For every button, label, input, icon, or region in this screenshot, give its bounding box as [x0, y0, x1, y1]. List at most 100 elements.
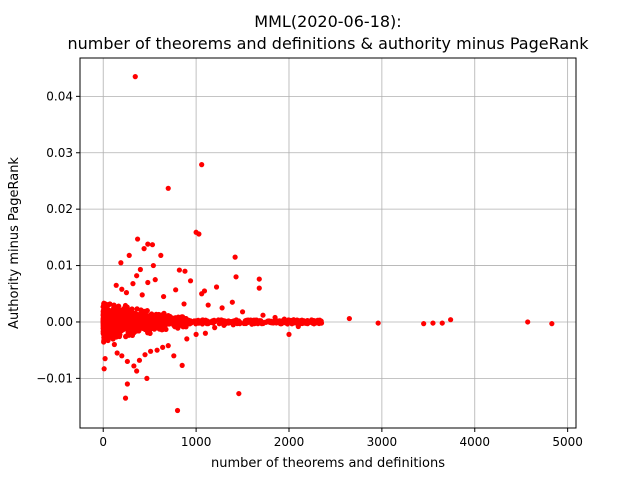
- data-points: [100, 74, 555, 414]
- scatter-point: [200, 317, 206, 323]
- scatter-point: [205, 302, 211, 308]
- plot-frame: [79, 57, 577, 429]
- scatter-point: [176, 267, 182, 273]
- scatter-point: [421, 321, 427, 327]
- scatter-point: [286, 317, 291, 323]
- scatter-point: [286, 331, 292, 337]
- scatter-point: [243, 318, 249, 324]
- x-tick-label: 0: [99, 435, 107, 449]
- scatter-point: [200, 321, 205, 327]
- scatter-point: [173, 287, 179, 293]
- scatter-point: [259, 321, 265, 327]
- scatter-point: [127, 315, 133, 321]
- x-tick-label: 3000: [367, 435, 398, 449]
- scatter-point: [165, 185, 171, 191]
- x-tick-label: 1000: [181, 435, 212, 449]
- scatter-point: [101, 304, 107, 310]
- scatter-point: [116, 327, 122, 334]
- scatter-point: [229, 299, 235, 305]
- scatter-point: [256, 276, 262, 282]
- scatter-point: [232, 254, 238, 260]
- scatter-point: [132, 318, 138, 324]
- scatter-point: [118, 260, 124, 266]
- scatter-point: [525, 319, 531, 325]
- scatter-point: [119, 353, 125, 359]
- scatter-point: [145, 241, 151, 247]
- scatter-point: [233, 317, 239, 323]
- scatter-point: [295, 323, 301, 330]
- scatter-point: [130, 281, 136, 287]
- scatter-point: [139, 292, 145, 298]
- scatter-point: [101, 331, 107, 338]
- scatter-point: [448, 317, 454, 323]
- scatter-point: [549, 321, 555, 327]
- scatter-point: [236, 390, 242, 397]
- y-tick-label: 0.01: [46, 259, 73, 273]
- scatter-point: [123, 290, 130, 296]
- scatter-point: [180, 320, 186, 326]
- scatter-point: [210, 319, 216, 325]
- scatter-point: [127, 326, 133, 332]
- scatter-point: [181, 301, 187, 307]
- scatter-point: [102, 356, 108, 362]
- x-axis-label: number of theorems and definitions: [211, 456, 445, 471]
- scatter-point: [112, 312, 118, 318]
- scatter-point: [184, 336, 190, 342]
- scatter-point: [124, 358, 130, 365]
- scatter-point: [126, 252, 132, 259]
- scatter-point: [439, 320, 445, 326]
- scatter-point: [318, 320, 325, 326]
- scatter-point: [101, 366, 107, 372]
- scatter-point: [346, 315, 352, 322]
- scatter-point: [113, 282, 119, 288]
- scatter-point: [195, 317, 201, 323]
- scatter-point: [101, 324, 107, 330]
- scatter-point: [145, 326, 152, 332]
- scatter-point: [124, 310, 130, 317]
- scatter-point: [106, 307, 113, 314]
- scatter-point: [221, 322, 227, 328]
- scatter-point: [185, 319, 191, 324]
- scatter-point: [140, 312, 146, 319]
- scatter-point: [132, 74, 138, 80]
- scatter-point: [256, 285, 262, 291]
- scatter-point: [272, 314, 278, 321]
- scatter-point: [147, 322, 153, 328]
- scatter-point: [108, 328, 114, 334]
- scatter-point: [260, 312, 266, 318]
- scatter-point: [131, 322, 137, 328]
- scatter-point: [187, 278, 194, 284]
- scatter-point: [158, 252, 164, 259]
- scatter-point: [122, 395, 129, 401]
- scatter-point: [160, 344, 166, 350]
- scatter-point: [150, 262, 156, 269]
- scatter-point: [234, 321, 240, 327]
- scatter-point: [124, 381, 130, 387]
- scatter-point: [102, 313, 108, 320]
- scatter-point: [165, 318, 171, 324]
- scatter-point: [309, 318, 315, 324]
- scatter-point: [142, 352, 148, 358]
- scatter-point: [279, 321, 284, 327]
- scatter-point: [291, 317, 297, 323]
- scatter-point: [152, 277, 158, 283]
- scatter-point: [130, 310, 136, 316]
- plot-area: [80, 58, 576, 428]
- scatter-point: [141, 324, 147, 330]
- chart-title-line-1: MML(2020-06-18):: [254, 12, 401, 31]
- scatter-point: [219, 305, 225, 311]
- scatter-point: [300, 318, 306, 324]
- scatter-point: [199, 291, 205, 297]
- scatter-point: [249, 321, 255, 327]
- scatter-point: [147, 348, 154, 354]
- scatter-point: [196, 231, 202, 237]
- scatter-point: [121, 306, 127, 312]
- scatter-point: [131, 363, 137, 369]
- y-tick-label: 0.00: [46, 315, 73, 329]
- scatter-point: [120, 312, 126, 319]
- y-tick-label: 0.04: [46, 89, 73, 103]
- x-tick-label: 2000: [274, 435, 305, 449]
- scatter-point: [239, 309, 246, 315]
- y-tick-label: 0.02: [46, 202, 73, 216]
